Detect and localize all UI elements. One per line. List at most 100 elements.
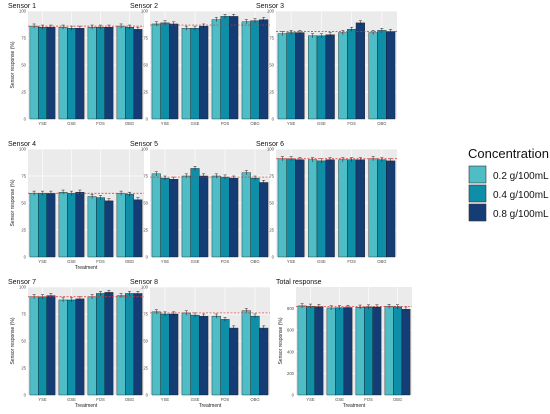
x-tick-label: FOS [96, 121, 105, 126]
bar [96, 197, 105, 258]
bar [306, 306, 315, 396]
bar [169, 313, 179, 396]
x-tick-label: OBG [250, 397, 259, 402]
bar [250, 315, 260, 396]
x-tick-label: OBG [250, 259, 259, 264]
bar [133, 199, 143, 258]
y-tick-label: 25 [143, 228, 148, 233]
bar [229, 16, 239, 120]
bar [151, 173, 161, 258]
x-tick-label: YSE [161, 259, 170, 264]
y-tick-label: 50 [269, 63, 274, 68]
bar [46, 27, 56, 120]
x-tick-label: YSE [287, 121, 296, 126]
bar [277, 33, 287, 120]
bar [29, 25, 39, 120]
panel-title: Sensor 6 [256, 141, 284, 148]
bar [160, 177, 170, 258]
bar [220, 16, 230, 120]
x-tick-label: OBG [125, 121, 134, 126]
bar [241, 172, 251, 258]
x-tick-label: YSE [38, 397, 47, 402]
bar [104, 27, 114, 120]
bar [355, 306, 365, 396]
chart-panel-2: 0 25 50 75 100 YSE GSE FOS OBG Sensor 2 [130, 3, 270, 126]
legend: Concentration 0.2 g/100mL 0.4 g/100mL 0.… [468, 146, 549, 222]
bar [38, 193, 47, 258]
bar [160, 22, 170, 120]
x-tick-label: OBG [377, 259, 386, 264]
bar [199, 315, 209, 396]
chart-panel-3: 0 25 50 75 100 YSE GSE FOS OBG Sensor 3 [256, 3, 397, 126]
y-tick-label: 100 [267, 9, 275, 14]
bar [386, 31, 396, 120]
legend-title: Concentration [468, 146, 549, 161]
bar [67, 299, 76, 396]
bar [241, 310, 251, 396]
x-axis-label: Treatment [343, 403, 366, 409]
x-tick-label: FOS [96, 259, 105, 264]
y-tick-label: 0 [146, 393, 149, 398]
legend-entry-0: 0.2 g/100mL [493, 171, 549, 182]
x-tick-label: GSE [335, 397, 344, 402]
bar [199, 25, 209, 120]
x-tick-label: GSE [191, 259, 200, 264]
bar [87, 296, 97, 396]
y-tick-label: 75 [21, 174, 26, 179]
bar [151, 23, 161, 120]
y-tick-label: 600 [287, 328, 295, 333]
bar [58, 299, 68, 396]
bar [259, 327, 269, 396]
bar [181, 175, 191, 258]
chart-panel-4: 0 25 50 75 100 YSE GSE FOS OBG Sensor 4 Sensor res… [8, 141, 144, 271]
y-tick-label: 25 [21, 228, 26, 233]
bar [325, 159, 335, 258]
bar [368, 32, 378, 120]
charts-layer: 0 25 50 75 100 YSE GSE FOS OBG Sensor 1 Sensor res… [8, 3, 412, 409]
y-tick-label: 50 [21, 63, 26, 68]
bar [190, 28, 200, 120]
chart-panel-6: 0 25 50 75 100 YSE GSE FOS OBG Sensor 6 [256, 141, 397, 264]
bar [211, 19, 221, 120]
y-tick-label: 0 [146, 117, 149, 122]
x-tick-label: YSE [161, 397, 170, 402]
bar [211, 175, 221, 258]
y-tick-label: 25 [143, 90, 148, 95]
y-tick-label: 0 [292, 393, 295, 398]
bar [343, 307, 353, 396]
bar [259, 19, 269, 120]
bar [169, 179, 179, 258]
x-axis-label: Treatment [75, 265, 98, 271]
bar [125, 27, 134, 120]
bar [104, 200, 114, 258]
chart-panel-1: 0 25 50 75 100 YSE GSE FOS OBG Sensor 1 Sensor res… [8, 3, 144, 126]
panel-title: Sensor 1 [8, 3, 36, 10]
x-tick-label: GSE [317, 259, 326, 264]
bar [96, 293, 105, 396]
y-tick-label: 50 [21, 201, 26, 206]
bar [181, 28, 191, 120]
bar [220, 319, 230, 396]
bar [347, 159, 357, 258]
chart-panel-7: 0 25 50 75 100 YSE GSE FOS OBG Sensor 7 Sensor res… [8, 279, 144, 409]
x-tick-label: OBG [250, 121, 259, 126]
bar [316, 160, 326, 258]
bar [355, 159, 365, 258]
x-axis-label: Treatment [199, 403, 222, 409]
y-tick-label: 50 [21, 339, 26, 344]
bar [87, 196, 97, 258]
bar [286, 158, 296, 258]
bar [368, 158, 378, 258]
y-tick-label: 800 [287, 306, 295, 311]
bar [58, 191, 68, 258]
y-tick-label: 75 [143, 36, 148, 41]
bar [401, 308, 411, 396]
x-tick-label: FOS [347, 121, 356, 126]
y-axis-label: Sensor response (%) [10, 179, 16, 226]
y-tick-label: 200 [287, 371, 295, 376]
x-tick-label: YSE [161, 121, 170, 126]
y-axis-label: Sensor response (%) [278, 317, 284, 364]
x-tick-label: FOS [347, 259, 356, 264]
y-tick-label: 0 [272, 255, 275, 260]
panel-title: Sensor 5 [130, 141, 158, 148]
